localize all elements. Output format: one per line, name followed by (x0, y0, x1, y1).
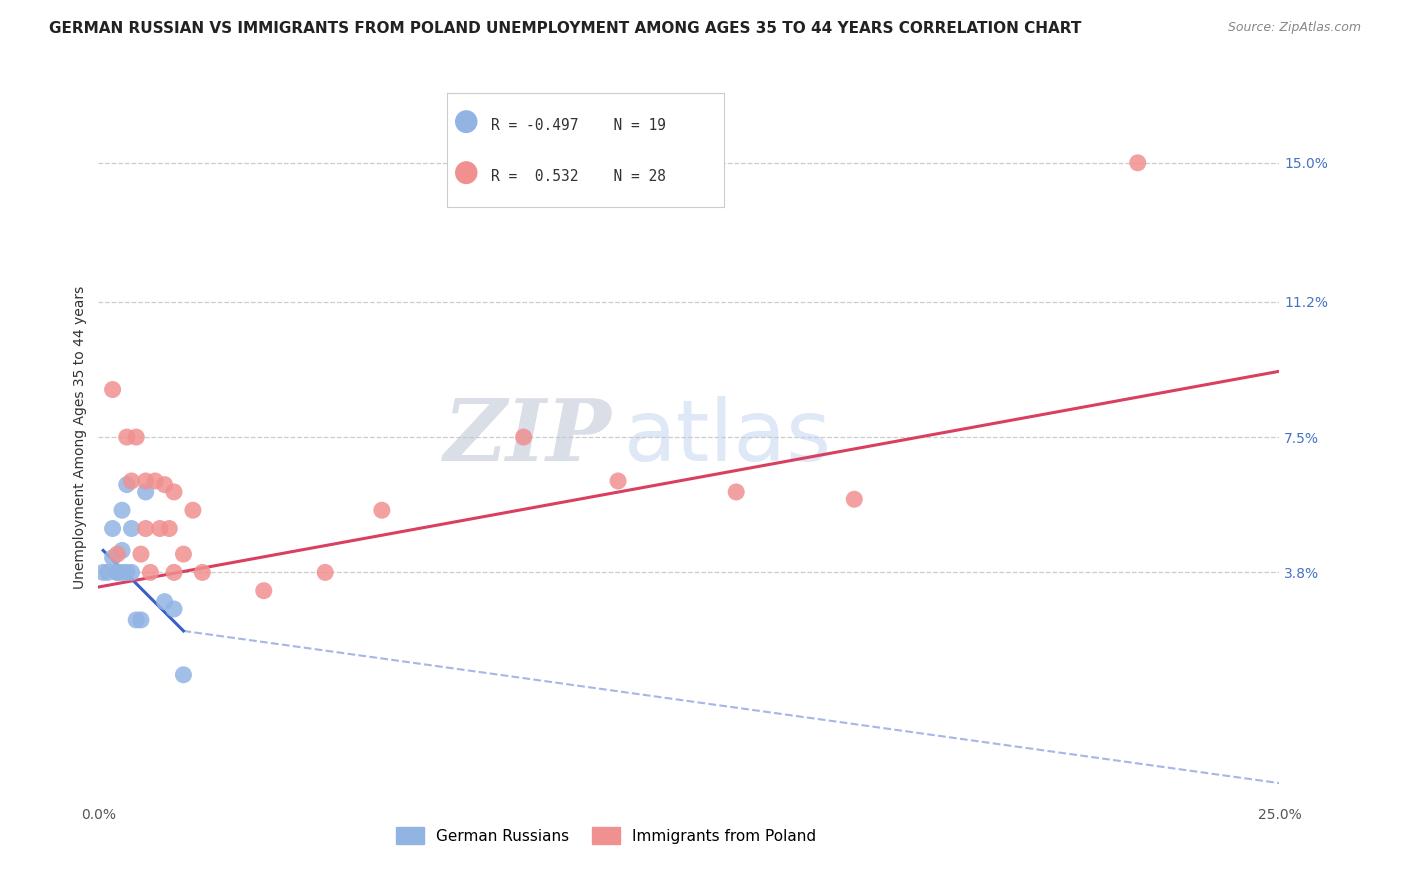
Point (512, 430, 534, 444)
Point (121, 566, 143, 580)
Point (253, 583, 276, 598)
Point (163, 602, 186, 616)
Text: ZIP: ZIP (444, 395, 612, 479)
Point (97, 566, 120, 580)
Text: GERMAN RUSSIAN VS IMMIGRANTS FROM POLAND UNEMPLOYMENT AMONG AGES 35 TO 44 YEARS : GERMAN RUSSIAN VS IMMIGRANTS FROM POLAND… (49, 21, 1081, 36)
Point (314, 566, 336, 580)
Point (101, 383, 124, 397)
Point (172, 667, 194, 681)
Point (135, 521, 157, 535)
Point (135, 474, 157, 488)
Point (105, 566, 128, 580)
Point (111, 566, 134, 580)
Legend: German Russians, Immigrants from Poland: German Russians, Immigrants from Poland (391, 822, 823, 850)
Point (725, 485, 748, 500)
Point (191, 566, 214, 580)
Point (129, 613, 152, 627)
Point (135, 485, 157, 500)
Point (153, 594, 176, 608)
Point (157, 521, 180, 535)
Point (149, 521, 172, 535)
Point (1126, 155, 1149, 169)
Point (163, 566, 186, 580)
Point (163, 485, 186, 500)
Text: Source: ZipAtlas.com: Source: ZipAtlas.com (1227, 21, 1361, 34)
Point (125, 430, 148, 444)
Point (153, 477, 176, 491)
Y-axis label: Unemployment Among Ages 35 to 44 years: Unemployment Among Ages 35 to 44 years (73, 285, 87, 589)
Text: atlas: atlas (624, 395, 832, 479)
Point (181, 503, 204, 517)
Point (111, 503, 134, 517)
Point (91, 566, 114, 580)
Point (844, 492, 866, 507)
Point (139, 566, 162, 580)
Point (172, 547, 194, 561)
Point (105, 547, 128, 561)
Point (129, 547, 152, 561)
Point (121, 474, 143, 488)
Point (115, 477, 138, 491)
Point (115, 566, 138, 580)
Point (115, 430, 138, 444)
Point (121, 521, 143, 535)
Point (105, 566, 128, 580)
Point (101, 521, 124, 535)
Point (143, 474, 166, 488)
Point (111, 543, 134, 558)
Point (125, 613, 148, 627)
Point (371, 503, 394, 517)
Point (607, 474, 630, 488)
Point (101, 550, 124, 565)
